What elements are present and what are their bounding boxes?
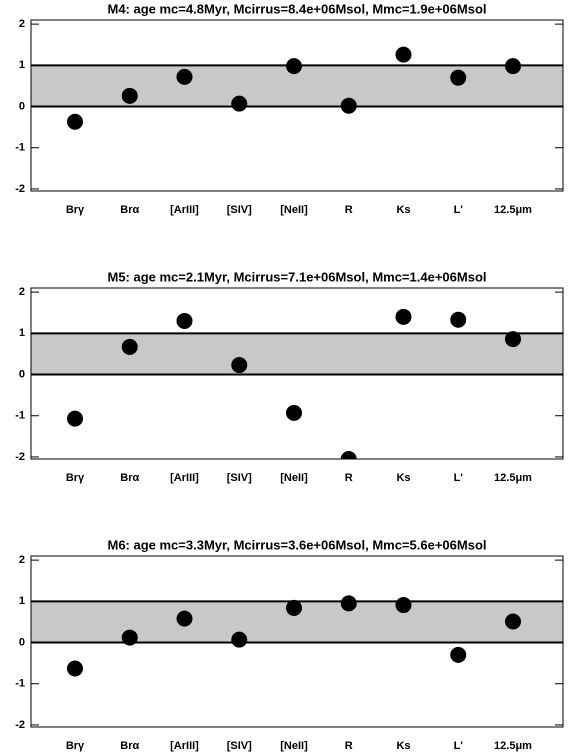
- x-tick-label: Brγ: [66, 472, 85, 484]
- panel-title: M6: age mc=3.3Myr, Mcirrus=3.6e+06Msol, …: [107, 537, 486, 552]
- plot-frame: [30, 555, 564, 728]
- y-tick-label: 0: [19, 368, 25, 380]
- x-tick-label: Brα: [120, 740, 139, 752]
- x-tick-label: [ArIII]: [170, 472, 199, 484]
- data-point: [286, 599, 302, 616]
- data-point: [450, 69, 467, 86]
- x-tick-label: Brγ: [66, 740, 85, 752]
- data-point: [67, 410, 83, 427]
- x-tick-label: 12.5μm: [494, 740, 532, 752]
- y-tick-label: 2: [19, 18, 25, 30]
- x-tick-label: [NeII]: [280, 472, 308, 484]
- y-tick-label: 1: [19, 59, 25, 71]
- x-tick-label: Brα: [120, 472, 139, 484]
- data-point: [340, 97, 357, 114]
- x-tick-label: [SIV]: [227, 472, 252, 484]
- data-point: [67, 660, 83, 677]
- y-tick-label: -2: [15, 183, 25, 195]
- data-point: [176, 312, 193, 329]
- plot-frame: [30, 19, 564, 192]
- panel-title: M4: age mc=4.8Myr, Mcirrus=8.4e+06Msol, …: [107, 1, 486, 16]
- panel-title: M5: age mc=2.1Myr, Mcirrus=7.1e+06Msol, …: [107, 269, 486, 284]
- panel: M6: age mc=3.3Myr, Mcirrus=3.6e+06Msol, …: [15, 537, 564, 752]
- data-point: [395, 308, 412, 325]
- x-tick-label: L': [454, 472, 464, 484]
- x-tick-label: [ArIII]: [170, 204, 199, 216]
- data-point: [67, 113, 83, 130]
- data-point: [286, 404, 302, 421]
- panel: M5: age mc=2.1Myr, Mcirrus=7.1e+06Msol, …: [15, 269, 564, 484]
- data-point: [121, 87, 138, 104]
- x-tick-label: [NeII]: [280, 740, 308, 752]
- x-tick-label: Ks: [396, 740, 410, 752]
- y-tick-label: -1: [15, 410, 25, 422]
- data-point: [286, 58, 302, 75]
- x-tick-label: R: [345, 740, 353, 752]
- data-point: [395, 46, 412, 63]
- y-tick-label: 1: [19, 595, 25, 607]
- x-tick-label: R: [345, 472, 353, 484]
- data-point: [176, 68, 193, 85]
- x-tick-label: Ks: [396, 472, 410, 484]
- x-tick-label: [SIV]: [227, 740, 252, 752]
- x-tick-label: Brγ: [66, 204, 85, 216]
- data-point: [231, 357, 248, 374]
- x-tick-label: R: [345, 204, 353, 216]
- panel: M4: age mc=4.8Myr, Mcirrus=8.4e+06Msol, …: [15, 1, 564, 216]
- y-tick-label: 0: [19, 636, 25, 648]
- x-tick-label: L': [454, 204, 464, 216]
- x-tick-label: Ks: [396, 204, 410, 216]
- data-point: [505, 58, 521, 75]
- data-point: [395, 597, 412, 614]
- y-tick-label: -2: [15, 719, 25, 731]
- x-tick-label: [ArIII]: [170, 740, 199, 752]
- y-tick-label: 2: [19, 554, 25, 566]
- data-point: [231, 95, 248, 112]
- data-point: [340, 451, 357, 459]
- data-point: [505, 613, 521, 630]
- y-tick-label: -2: [15, 451, 25, 463]
- data-point: [121, 338, 138, 355]
- x-tick-label: Brα: [120, 204, 139, 216]
- shaded-band: [31, 333, 563, 375]
- data-point: [505, 331, 521, 348]
- data-point: [231, 631, 248, 648]
- plot-frame: [30, 287, 564, 460]
- x-tick-label: 12.5μm: [494, 472, 532, 484]
- y-tick-label: 1: [19, 327, 25, 339]
- x-tick-label: [SIV]: [227, 204, 252, 216]
- y-tick-label: 0: [19, 100, 25, 112]
- y-tick-label: -1: [15, 142, 25, 154]
- data-point: [450, 311, 467, 328]
- data-point: [450, 646, 467, 663]
- data-point: [340, 595, 357, 612]
- y-tick-label: 2: [19, 286, 25, 298]
- data-point: [121, 629, 138, 646]
- y-tick-label: -1: [15, 678, 25, 690]
- data-point: [176, 610, 193, 627]
- x-tick-label: 12.5μm: [494, 204, 532, 216]
- x-tick-label: L': [454, 740, 464, 752]
- x-tick-label: [NeII]: [280, 204, 308, 216]
